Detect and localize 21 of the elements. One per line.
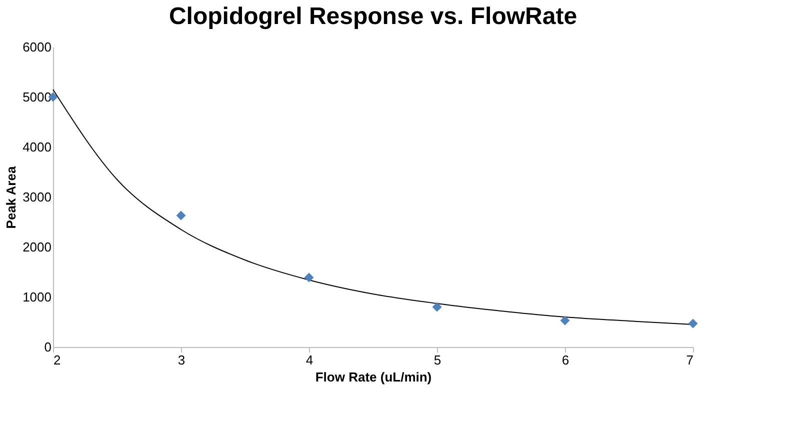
x-tick-label: 5 bbox=[434, 352, 442, 368]
y-axis-title: Peak Area bbox=[4, 166, 19, 229]
x-tick-label: 6 bbox=[562, 352, 570, 368]
x-axis-title: Flow Rate (uL/min) bbox=[315, 370, 432, 384]
x-tick-label: 3 bbox=[178, 352, 186, 368]
y-tick-label: 6000 bbox=[22, 40, 52, 54]
point bbox=[560, 316, 570, 326]
y-tick-label: 1000 bbox=[22, 290, 52, 304]
y-tick-label: 3000 bbox=[22, 190, 52, 204]
x-tick-label: 2 bbox=[54, 352, 61, 368]
y-tick-label: 4000 bbox=[22, 140, 52, 154]
point bbox=[688, 318, 698, 328]
x-tick-label: 4 bbox=[306, 352, 314, 368]
point bbox=[304, 272, 314, 282]
point bbox=[176, 210, 186, 220]
y-tick-label: 0 bbox=[44, 340, 52, 354]
x-tick-label: 7 bbox=[686, 352, 694, 368]
y-tick-label: 5000 bbox=[22, 90, 52, 104]
y-tick-label: 2000 bbox=[22, 240, 52, 254]
point bbox=[432, 302, 442, 312]
chart-title: Clopidogrel Response vs. FlowRate bbox=[168, 3, 578, 30]
